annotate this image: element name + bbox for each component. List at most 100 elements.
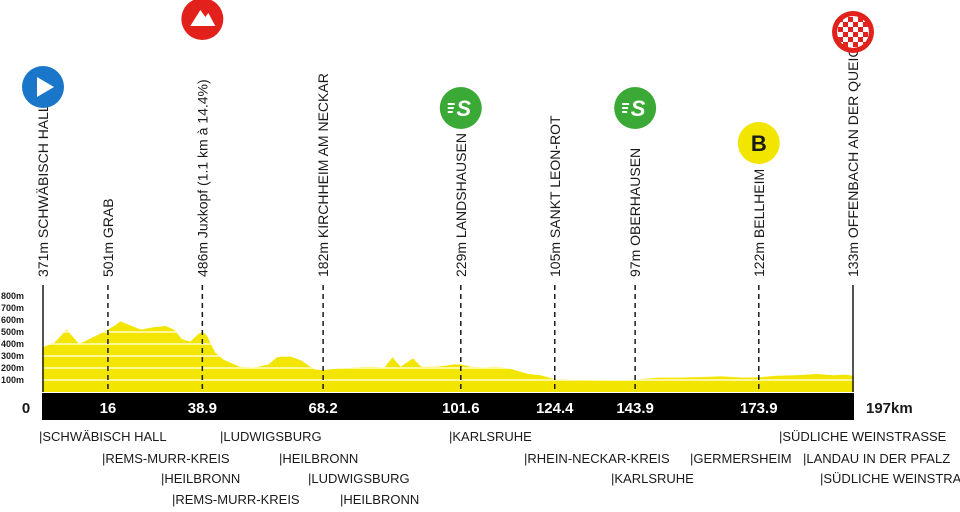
checkered-square <box>858 17 863 22</box>
elevation-tick-label: 600m <box>1 315 24 325</box>
elevation-tick-label: 300m <box>1 351 24 361</box>
checkered-square <box>848 17 853 22</box>
point-marker: 501m GRAB <box>100 198 116 392</box>
region-label: |SÜDLICHE WEINSTRASSE <box>779 429 947 444</box>
region-label: |SÜDLICHE WEINSTRASSE <box>820 471 960 486</box>
point-label: 97m OBERHAUSEN <box>627 148 643 277</box>
mountain-icon <box>190 10 216 26</box>
region-label: |HEILBRONN <box>161 471 240 486</box>
region-label: |KARLSRUHE <box>611 471 694 486</box>
point-label: 371m SCHWÄBISCH HALL <box>35 104 51 277</box>
elevation-gridline <box>42 331 854 333</box>
point-marker: 105m SANKT LEON-ROT <box>547 115 563 392</box>
checkered-square <box>853 42 858 47</box>
region-label: |KARLSRUHE <box>449 429 532 444</box>
checkered-flag-icon <box>837 16 869 48</box>
bonus-icon: B <box>737 122 780 164</box>
point-marker: 371m SCHWÄBISCH HALL <box>22 66 64 392</box>
elevation-tick-label: 500m <box>1 327 24 337</box>
elevation-tick-label: 400m <box>1 339 24 349</box>
elevation-gridline <box>42 379 854 381</box>
distance-axis-bar <box>42 393 854 420</box>
checkered-square <box>858 37 863 42</box>
sprint-icon: S <box>439 87 482 129</box>
elevation-tick-label: 800m <box>1 291 24 301</box>
region-label: |LUDWIGSBURG <box>220 429 322 444</box>
distance-tick-label: 173.9 <box>740 400 778 417</box>
distance-tick-label: 124.4 <box>536 400 574 417</box>
distance-tick-label: 101.6 <box>442 400 480 417</box>
elevation-gridline <box>42 367 854 369</box>
elevation-gridline <box>42 355 854 357</box>
distance-tick-label: 68.2 <box>309 400 338 417</box>
start-icon <box>22 66 64 108</box>
region-label: |LUDWIGSBURG <box>308 471 410 486</box>
elevation-gridline <box>42 319 854 321</box>
checkered-square <box>843 32 848 37</box>
speed-lines-icon <box>622 111 628 113</box>
distance-tick-label: 0 <box>22 400 30 417</box>
elevation-tick-label: 100m <box>1 375 24 385</box>
point-label: 182m KIRCHHEIM AM NECKAR <box>315 73 331 277</box>
point-label: 133m OFFENBACH AN DER QUEICH <box>845 37 861 277</box>
checkered-square <box>853 22 858 27</box>
elevation-profile-area <box>42 321 854 392</box>
speed-lines-icon <box>447 111 453 113</box>
checkered-square <box>863 32 868 37</box>
point-label: 122m BELLHEIM <box>751 169 767 277</box>
region-label: |LANDAU IN DER PFALZ <box>803 451 950 466</box>
sprint-icon: S <box>614 87 657 129</box>
speed-lines-icon <box>447 107 454 109</box>
point-markers: 371m SCHWÄBISCH HALL 501m GRAB 486m Juxkop… <box>22 0 874 392</box>
point-label: 501m GRAB <box>100 198 116 277</box>
checkered-square <box>858 27 863 32</box>
elevation-gridline <box>42 343 854 345</box>
point-label: 486m Juxkopf (1.1 km à 14.4%) <box>194 79 210 277</box>
bonus-letter: B <box>751 131 767 156</box>
sprint-letter: S <box>631 96 646 121</box>
point-marker: 97m OBERHAUSEN S <box>614 87 657 392</box>
play-arrow-icon <box>37 77 54 97</box>
distance-tick-label: 143.9 <box>616 400 654 417</box>
point-marker: 182m KIRCHHEIM AM NECKAR <box>315 73 331 392</box>
distance-axis: 0 16 38.9 68.2 101.6 124.4 143.9 173.9 197km <box>22 400 913 417</box>
region-label: |REMS-MURR-KREIS <box>172 492 300 507</box>
distance-tick-label: 16 <box>100 400 117 417</box>
point-label: 105m SANKT LEON-ROT <box>547 115 563 277</box>
point-marker: 133m OFFENBACH AN DER QUEICH <box>832 11 874 392</box>
sprint-icon-bg <box>614 87 657 129</box>
checkered-square <box>848 37 853 42</box>
checkered-square <box>853 32 858 37</box>
bonus-icon-bg <box>737 122 780 164</box>
region-labels: |SCHWÄBISCH HALL |REMS-MURR-KREIS |HEILBRO… <box>39 429 960 507</box>
point-marker: 229m LANDSHAUSEN S <box>439 87 482 392</box>
region-label: |GERMERSHEIM <box>690 451 792 466</box>
finish-icon <box>832 11 874 53</box>
elevation-tick-label: 700m <box>1 303 24 313</box>
sprint-letter: S <box>456 96 471 121</box>
elevation-gridline <box>42 307 854 309</box>
region-label: |HEILBRONN <box>279 451 358 466</box>
elevation-gridline <box>42 295 854 297</box>
checkered-square <box>838 37 843 42</box>
region-label: |HEILBRONN <box>340 492 419 507</box>
region-label: |RHEIN-NECKAR-KREIS <box>524 451 670 466</box>
point-marker: 486m Juxkopf (1.1 km à 14.4%) <box>181 0 224 392</box>
speed-lines-icon <box>622 103 630 105</box>
speed-lines-icon <box>447 103 455 105</box>
checkered-square <box>848 27 853 32</box>
elevation-tick-label: 200m <box>1 363 24 373</box>
region-label: |SCHWÄBISCH HALL <box>39 429 167 444</box>
elevation-axis: 100m 200m 300m 400m 500m 600m 700m 800m <box>1 291 24 385</box>
distance-tick-label: 197km <box>866 400 913 417</box>
checkered-square <box>863 22 868 27</box>
climb-icon <box>181 0 224 40</box>
point-label: 229m LANDSHAUSEN <box>453 133 469 277</box>
distance-tick-label: 38.9 <box>188 400 217 417</box>
sprint-icon-bg <box>439 87 482 129</box>
point-marker: 122m BELLHEIM B <box>737 122 780 392</box>
speed-lines-icon <box>622 107 629 109</box>
checkered-square <box>843 42 848 47</box>
checkered-square <box>843 22 848 27</box>
